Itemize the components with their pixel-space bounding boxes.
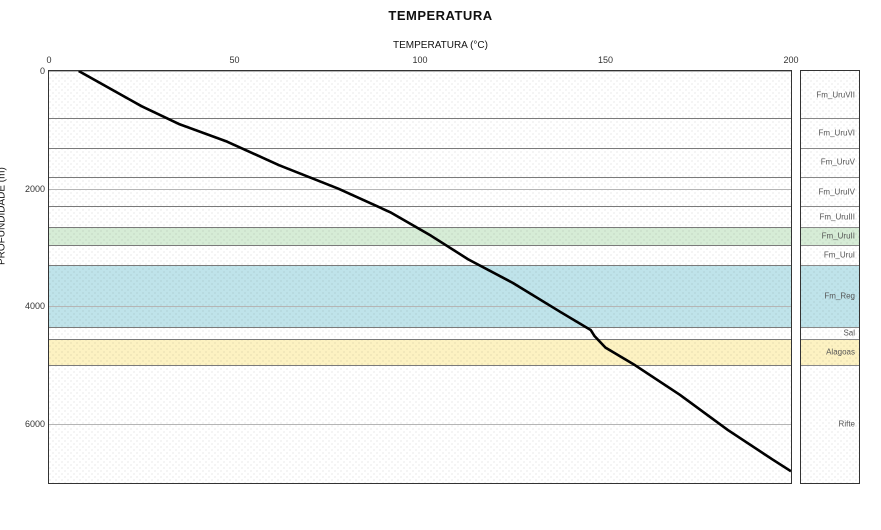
y-gridline xyxy=(49,424,791,425)
legend-label: Fm_UruVI xyxy=(819,128,855,137)
legend-divider xyxy=(801,265,859,266)
stratum-band xyxy=(49,118,791,147)
legend-divider xyxy=(801,148,859,149)
legend-label: Fm_UruI xyxy=(824,250,855,259)
y-tick: 2000 xyxy=(25,184,49,194)
y-tick: 4000 xyxy=(25,301,49,311)
stratum-boundary xyxy=(49,206,791,207)
stratum-band xyxy=(49,227,791,245)
chart-title: TEMPERATURA xyxy=(0,8,881,23)
y-tick: 0 xyxy=(40,66,49,76)
legend-label: Fm_UruIV xyxy=(819,187,855,196)
legend-label: Fm_UruIII xyxy=(819,212,855,221)
legend-divider xyxy=(801,227,859,228)
legend-divider xyxy=(801,177,859,178)
legend-divider xyxy=(801,245,859,246)
stratum-boundary xyxy=(49,245,791,246)
y-axis-label: PROFUNDIDADE (m) xyxy=(0,167,8,265)
stratum-band xyxy=(49,148,791,177)
legend-label: Fm_UruV xyxy=(821,158,855,167)
legend-label: Fm_Reg xyxy=(824,292,855,301)
stratum-band xyxy=(49,177,791,206)
stratum-band xyxy=(49,71,791,118)
legend-label: Fm_UruVII xyxy=(816,90,855,99)
y-gridline xyxy=(49,71,791,72)
stratum-boundary xyxy=(49,365,791,366)
x-tick: 150 xyxy=(598,55,613,65)
stratum-band xyxy=(49,206,791,227)
legend-divider xyxy=(801,339,859,340)
stratum-boundary xyxy=(49,327,791,328)
stratum-band xyxy=(49,339,791,365)
stratum-band xyxy=(49,265,791,327)
y-gridline xyxy=(49,189,791,190)
stratum-band xyxy=(49,245,791,266)
x-tick: 0 xyxy=(46,55,51,65)
legend-divider xyxy=(801,365,859,366)
x-axis-label: TEMPERATURA (°C) xyxy=(0,40,881,51)
x-tick: 50 xyxy=(229,55,239,65)
legend-label: Fm_UruII xyxy=(822,231,855,240)
stratum-band xyxy=(49,327,791,339)
y-tick: 6000 xyxy=(25,419,49,429)
strata-legend: Fm_UruVII Fm_UruVI Fm_UruV Fm_UruIV Fm_UruII… xyxy=(800,70,860,484)
stratum-boundary xyxy=(49,339,791,340)
legend-divider xyxy=(801,206,859,207)
legend-label: Rifte xyxy=(839,420,855,429)
stratum-boundary xyxy=(49,227,791,228)
x-tick: 200 xyxy=(783,55,798,65)
legend-label: Alagoas xyxy=(826,348,855,357)
legend-label: Sal xyxy=(843,328,855,337)
plot-area: 0501001502000200040006000 xyxy=(48,70,792,484)
stratum-boundary xyxy=(49,148,791,149)
stratum-boundary xyxy=(49,265,791,266)
stratum-boundary xyxy=(49,118,791,119)
y-gridline xyxy=(49,306,791,307)
legend-divider xyxy=(801,118,859,119)
x-tick: 100 xyxy=(412,55,427,65)
stratum-boundary xyxy=(49,177,791,178)
